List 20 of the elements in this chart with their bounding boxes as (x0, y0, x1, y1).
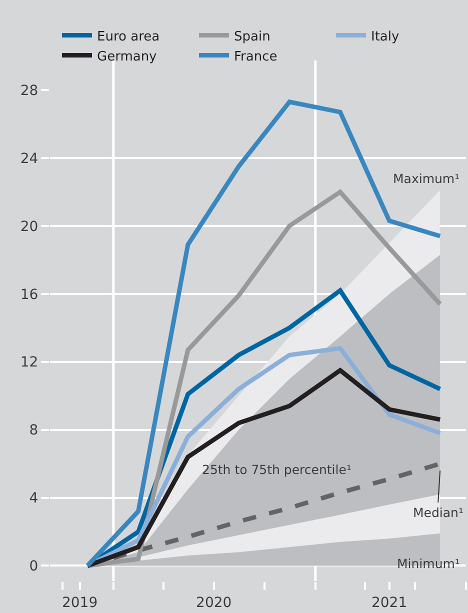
y-tick-label: 16 (20, 286, 38, 303)
y-tick-label: 24 (20, 150, 38, 167)
legend-label: Italy (371, 29, 400, 44)
y-tick-label: 4 (29, 490, 38, 507)
legend-label: Spain (234, 29, 270, 44)
annotation: 25th to 75th percentile¹ (202, 462, 352, 477)
y-tick-label: 28 (20, 82, 38, 99)
annotation: Maximum¹ (393, 171, 460, 186)
y-tick-label: 0 (29, 558, 38, 575)
y-tick-label: 12 (20, 354, 38, 371)
legend-label: Euro area (97, 29, 160, 44)
y-tick-label: 8 (29, 422, 38, 439)
x-tick-label: 2019 (62, 594, 98, 611)
annotation: Median¹ (413, 505, 464, 520)
legend-label: Germany (97, 49, 158, 64)
legend-label: France (234, 49, 278, 64)
x-tick-label: 2021 (371, 594, 408, 611)
annotation: Minimum¹ (397, 556, 460, 571)
y-tick-label: 20 (20, 218, 38, 235)
x-tick-label: 2020 (196, 594, 232, 611)
